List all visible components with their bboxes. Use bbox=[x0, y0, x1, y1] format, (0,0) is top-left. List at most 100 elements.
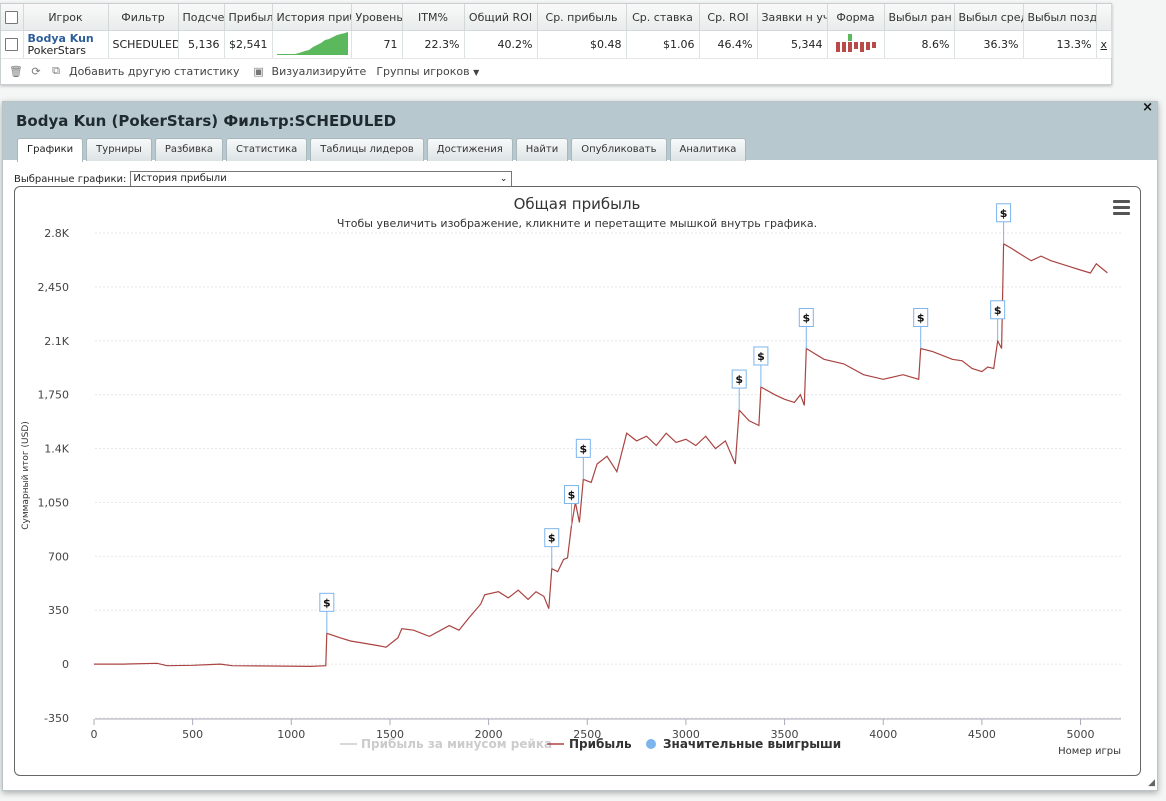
x-axis-title: Номер игры bbox=[1058, 746, 1121, 757]
col-header-total-roi[interactable]: Общий ROI bbox=[464, 4, 538, 31]
col-header-filter[interactable]: Фильтр bbox=[108, 4, 179, 31]
col-header-count[interactable]: Подсче bbox=[178, 4, 225, 31]
select-all-checkbox[interactable] bbox=[1, 4, 24, 31]
chart-title: Общая прибыль bbox=[514, 195, 641, 213]
count-cell: 5,136 bbox=[178, 30, 225, 58]
big-win-flag-label: $ bbox=[917, 311, 925, 324]
y-tick-label: 2.1K bbox=[44, 335, 69, 348]
big-win-flag-label: $ bbox=[568, 489, 576, 502]
resize-handle-icon[interactable]: ◢ bbox=[1148, 778, 1155, 788]
player-groups-dropdown[interactable]: Группы игроков ▼ bbox=[376, 65, 479, 78]
visualize-button[interactable]: Визуализируйте bbox=[271, 64, 367, 78]
big-win-flag bbox=[798, 307, 814, 327]
form-chart bbox=[827, 30, 885, 58]
y-axis-title: Суммарный итог (USD) bbox=[21, 421, 31, 530]
col-header-out-mid[interactable]: Выбыл сред bbox=[954, 4, 1024, 31]
tab-charts[interactable]: Графики bbox=[17, 138, 84, 162]
legend-profit-label: Прибыль bbox=[569, 737, 632, 751]
big-win-flag bbox=[996, 203, 1012, 223]
chart-selector-label: Выбранные графики: bbox=[14, 173, 127, 185]
big-win-flag-label: $ bbox=[994, 304, 1002, 317]
y-tick-label: 1,750 bbox=[38, 389, 70, 402]
big-win-flag bbox=[990, 300, 1006, 320]
tab-analytics[interactable]: Аналитика bbox=[669, 138, 747, 161]
big-win-flag bbox=[575, 438, 591, 458]
x-tick-label: 4000 bbox=[869, 728, 897, 741]
close-icon[interactable]: × bbox=[1142, 100, 1153, 115]
avg-roi-cell: 46.4% bbox=[699, 30, 758, 58]
chevron-down-icon: ⌄ bbox=[499, 174, 508, 184]
col-header-avg-roi[interactable]: Ср. ROI bbox=[699, 4, 758, 31]
total-roi-cell: 40.2% bbox=[464, 30, 538, 58]
big-win-flag-label: $ bbox=[735, 373, 743, 386]
x-tick-label: 2500 bbox=[573, 728, 601, 741]
x-tick-label: 3000 bbox=[672, 728, 700, 741]
tab-statistics[interactable]: Статистика bbox=[226, 138, 308, 161]
itm-cell: 22.3% bbox=[402, 30, 465, 58]
trash-icon[interactable]: 🗑 bbox=[9, 64, 23, 78]
tab-leaderboards[interactable]: Таблицы лидеров bbox=[310, 138, 424, 161]
col-header-entries[interactable]: Заявки н уч bbox=[757, 4, 828, 31]
tab-breakdown[interactable]: Разбивка bbox=[154, 138, 224, 161]
big-win-flag bbox=[544, 528, 560, 548]
panel-title: Bodya Kun (PokerStars) Фильтр:SCHEDULED bbox=[16, 112, 397, 130]
col-header-out-early[interactable]: Выбыл ран bbox=[884, 4, 955, 31]
player-site: PokerStars bbox=[27, 43, 87, 57]
image-icon: ▣ bbox=[253, 64, 264, 78]
tab-bar: Графики Турниры Разбивка Статистика Табл… bbox=[17, 138, 747, 162]
y-tick-label: 0 bbox=[62, 658, 69, 671]
remove-row-link[interactable]: x bbox=[1096, 30, 1112, 58]
sparkline-chart bbox=[276, 32, 348, 55]
col-header-form[interactable]: Форма bbox=[827, 4, 885, 31]
col-header-remove bbox=[1096, 4, 1112, 31]
stats-grid: Игрок Фильтр Подсче Прибыл История приб … bbox=[1, 4, 1112, 58]
x-tick-label: 0 bbox=[91, 728, 98, 741]
col-header-profit[interactable]: Прибыл bbox=[224, 4, 273, 31]
tab-publish[interactable]: Опубликовать bbox=[571, 138, 667, 161]
player-detail-panel: Bodya Kun (PokerStars) Фильтр:SCHEDULED … bbox=[2, 100, 1158, 791]
form-bars bbox=[835, 34, 876, 52]
big-win-flag-label: $ bbox=[579, 442, 587, 455]
player-cell[interactable]: Bodya Kun PokerStars bbox=[23, 30, 109, 58]
profit-chart[interactable]: Общая прибыль Чтобы увеличить изображение… bbox=[15, 187, 1140, 775]
out-early-cell: 8.6% bbox=[884, 30, 955, 58]
caret-down-icon: ▼ bbox=[473, 67, 480, 77]
add-stat-button[interactable]: Добавить другую статистику bbox=[69, 64, 240, 78]
tab-tournaments[interactable]: Турниры bbox=[86, 138, 152, 161]
player-name-link[interactable]: Bodya Kun bbox=[27, 31, 94, 45]
y-tick-label: 2,450 bbox=[38, 281, 70, 294]
row-checkbox[interactable] bbox=[1, 30, 24, 58]
hamburger-menu-icon[interactable] bbox=[1113, 200, 1130, 218]
big-win-flag-label: $ bbox=[1000, 207, 1008, 220]
legend-big-wins-swatch bbox=[646, 739, 656, 749]
col-header-itm[interactable]: ITM% bbox=[402, 4, 465, 31]
col-header-avg-profit[interactable]: Ср. прибыль bbox=[537, 4, 627, 31]
x-tick-label: 2000 bbox=[475, 728, 503, 741]
tab-find[interactable]: Найти bbox=[515, 138, 569, 161]
col-header-player[interactable]: Игрок bbox=[23, 4, 109, 31]
big-win-flag bbox=[913, 307, 929, 327]
player-groups-label: Группы игроков bbox=[376, 64, 470, 78]
col-header-profit-history[interactable]: История приб bbox=[272, 4, 352, 31]
refresh-icon[interactable]: ⟳ bbox=[31, 64, 41, 78]
y-tick-label: 350 bbox=[48, 604, 69, 617]
chart-selector-value: История прибыли bbox=[133, 173, 227, 184]
big-win-flag bbox=[731, 369, 747, 389]
legend-big-wins-label: Значительные выигрыши bbox=[663, 737, 841, 751]
x-tick-label: 4500 bbox=[968, 728, 996, 741]
col-header-out-late[interactable]: Выбыл позд bbox=[1023, 4, 1097, 31]
tab-achievements[interactable]: Достижения bbox=[426, 138, 513, 161]
chart-selector-dropdown[interactable]: История прибыли ⌄ bbox=[130, 171, 513, 187]
col-header-avg-stake[interactable]: Ср. ставка bbox=[626, 4, 700, 31]
profit-chart-container[interactable]: Общая прибыль Чтобы увеличить изображение… bbox=[14, 186, 1141, 776]
y-tick-label: 1.4K bbox=[44, 443, 69, 456]
out-late-cell: 13.3% bbox=[1023, 30, 1097, 58]
x-tick-label: 500 bbox=[182, 728, 203, 741]
col-header-level[interactable]: Уровень bbox=[351, 4, 403, 31]
x-tick-label: 1000 bbox=[277, 728, 305, 741]
level-cell: 71 bbox=[351, 30, 403, 58]
profit-series-line bbox=[94, 242, 1108, 668]
chart-selector-row: Выбранные графики: История прибыли ⌄ bbox=[14, 171, 513, 187]
big-win-flag-label: $ bbox=[548, 532, 556, 545]
player-stats-table: Игрок Фильтр Подсче Прибыл История приб … bbox=[0, 3, 1112, 85]
